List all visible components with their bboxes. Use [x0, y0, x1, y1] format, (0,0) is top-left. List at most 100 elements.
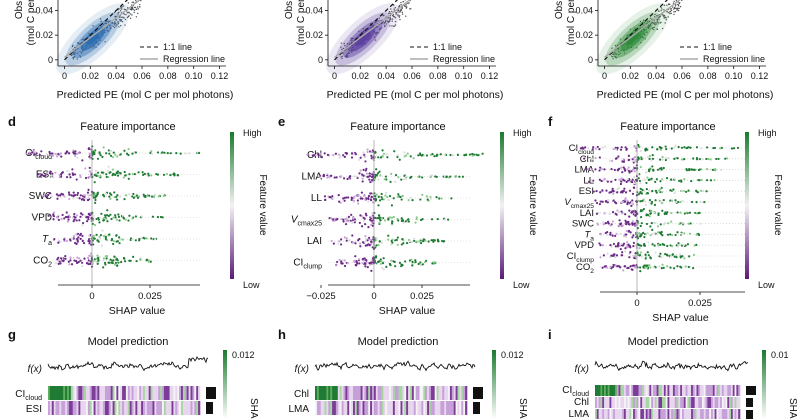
heatmap-cell [700, 409, 703, 419]
shap-point [614, 157, 618, 160]
scatter-point [350, 39, 352, 41]
shap-point [650, 232, 654, 236]
shap-point [121, 214, 125, 217]
heatmap-cell [181, 401, 184, 415]
shap-point [368, 236, 371, 239]
heatmap-cell [106, 401, 110, 415]
heatmap-cell [651, 397, 654, 408]
shap-point [695, 146, 699, 149]
shap-point [72, 149, 75, 152]
shap-point [615, 232, 618, 235]
shap-point [634, 266, 637, 269]
shap-point [79, 237, 82, 241]
scatter-point [341, 57, 343, 60]
shap-point [454, 174, 458, 178]
scatter-point [131, 14, 133, 16]
shap-point [351, 241, 355, 244]
heatmap-cell [127, 401, 130, 415]
heatmap-cell [349, 401, 352, 415]
shap-point [380, 260, 383, 263]
scatter-point [350, 50, 352, 52]
shap-point [624, 146, 627, 149]
shap-point [612, 199, 615, 202]
shap-point [67, 260, 70, 263]
heatmap-cell [620, 409, 623, 419]
heatmap-cell [101, 401, 104, 415]
shap-point [647, 254, 650, 257]
shap-point [154, 238, 157, 241]
shap-point [89, 157, 92, 160]
shap-point [658, 145, 661, 149]
shap-point [649, 266, 652, 269]
shap-point [380, 192, 383, 196]
shap-point [92, 196, 95, 199]
heatmap-cell [68, 401, 72, 415]
shap-point [618, 167, 621, 170]
shap-point [656, 168, 660, 171]
heatmap-cell [707, 397, 710, 408]
heatmap-cell [332, 386, 335, 400]
shap-point [336, 217, 339, 221]
heatmap-cell [714, 397, 717, 408]
shap-point [697, 232, 700, 236]
shap-point [38, 153, 41, 157]
shap-point [59, 194, 62, 197]
shap-point [369, 198, 372, 201]
shap-point [119, 195, 122, 198]
scatter-point [117, 22, 120, 25]
heatmap-cell [674, 385, 677, 396]
heatmap-cell [324, 386, 327, 400]
scatter-point [653, 20, 656, 22]
shap-point [81, 221, 85, 225]
shap-point [379, 156, 383, 159]
shap-point [606, 220, 610, 223]
shap-point [374, 256, 378, 259]
heatmap-cell [330, 401, 333, 415]
shap-point [598, 242, 601, 245]
shap-point [335, 264, 338, 267]
heatmap-cell [72, 386, 75, 400]
scatter-point [122, 5, 125, 7]
shap-point [360, 191, 363, 194]
shap-point [603, 168, 606, 171]
shap-point [116, 174, 120, 177]
heatmap-cell [389, 386, 392, 400]
heatmap-cell [328, 386, 331, 400]
scatter-point [115, 25, 117, 27]
heatmap-cell [381, 401, 384, 415]
heatmap-cell [144, 401, 148, 415]
shap-point [319, 152, 322, 155]
shap-point [66, 150, 69, 153]
heatmap-cell [124, 386, 127, 400]
heatmap-cell [337, 401, 340, 415]
heatmap-cell [634, 385, 637, 396]
heatmap-cell [631, 397, 634, 408]
shap-point [616, 169, 619, 172]
shap-point [631, 192, 635, 195]
colorbar-high-label: High [758, 128, 777, 138]
shap-point [692, 157, 695, 160]
scatter-point [654, 24, 657, 26]
shap-point [317, 174, 320, 178]
feature-label: Vcmax25 [291, 215, 322, 228]
shap-point [624, 247, 627, 250]
shap-point [67, 191, 71, 194]
shap-point [115, 234, 118, 237]
shap-point [628, 171, 631, 174]
x-tick-label: 0.04 [107, 71, 125, 81]
scatter-point [95, 46, 97, 49]
shap-point [67, 218, 70, 221]
shap-point [669, 233, 672, 236]
heatmap-cell [712, 409, 715, 419]
shap-point [380, 241, 383, 244]
shap-point [673, 191, 676, 195]
shap-point [447, 218, 450, 221]
shap-point [614, 264, 617, 267]
heatmap-cell [682, 409, 685, 419]
shap-point [320, 156, 324, 159]
shap-point [687, 189, 690, 192]
shap-point [669, 189, 672, 192]
heatmap-cell [720, 397, 723, 408]
heatmap-cell [146, 386, 149, 400]
heatmap-cell [87, 386, 91, 400]
